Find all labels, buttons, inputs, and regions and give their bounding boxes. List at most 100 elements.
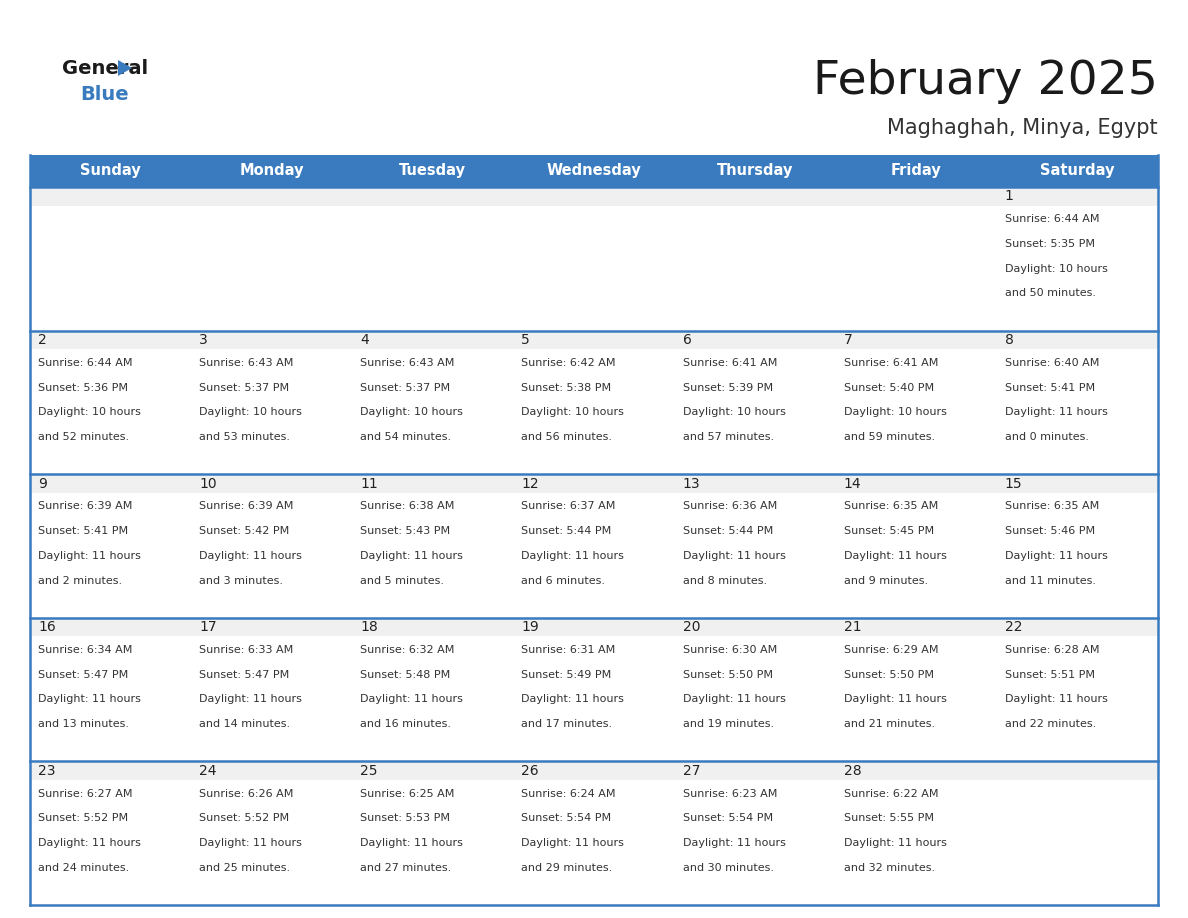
Text: 24: 24 [200, 764, 216, 778]
Text: Sunrise: 6:26 AM: Sunrise: 6:26 AM [200, 789, 293, 799]
Polygon shape [118, 60, 132, 76]
Text: 6: 6 [683, 333, 691, 347]
Text: Sunset: 5:40 PM: Sunset: 5:40 PM [843, 383, 934, 393]
Text: and 27 minutes.: and 27 minutes. [360, 863, 451, 873]
Text: Sunrise: 6:25 AM: Sunrise: 6:25 AM [360, 789, 455, 799]
Text: Sunset: 5:46 PM: Sunset: 5:46 PM [1005, 526, 1095, 536]
Text: Saturday: Saturday [1041, 163, 1114, 178]
Text: 7: 7 [843, 333, 853, 347]
Text: Sunset: 5:37 PM: Sunset: 5:37 PM [360, 383, 450, 393]
Bar [30, 636, 1158, 761]
Text: Sunset: 5:51 PM: Sunset: 5:51 PM [1005, 670, 1095, 679]
Text: 25: 25 [360, 764, 378, 778]
Text: and 50 minutes.: and 50 minutes. [1005, 288, 1095, 298]
Text: Sunset: 5:42 PM: Sunset: 5:42 PM [200, 526, 290, 536]
Text: Sunrise: 6:36 AM: Sunrise: 6:36 AM [683, 501, 777, 511]
Text: Sunrise: 6:43 AM: Sunrise: 6:43 AM [200, 358, 293, 368]
Text: February 2025: February 2025 [813, 60, 1158, 105]
Text: and 57 minutes.: and 57 minutes. [683, 432, 773, 442]
Text: 5: 5 [522, 333, 530, 347]
Text: 11: 11 [360, 476, 378, 490]
Text: Sunrise: 6:37 AM: Sunrise: 6:37 AM [522, 501, 615, 511]
Text: Sunset: 5:54 PM: Sunset: 5:54 PM [683, 813, 772, 823]
Text: Daylight: 11 hours: Daylight: 11 hours [1005, 408, 1107, 418]
Text: and 25 minutes.: and 25 minutes. [200, 863, 290, 873]
Text: Sunset: 5:47 PM: Sunset: 5:47 PM [200, 670, 290, 679]
Text: and 5 minutes.: and 5 minutes. [360, 576, 444, 586]
Text: Sunrise: 6:29 AM: Sunrise: 6:29 AM [843, 645, 939, 655]
Text: Daylight: 11 hours: Daylight: 11 hours [522, 694, 625, 704]
Text: Sunrise: 6:23 AM: Sunrise: 6:23 AM [683, 789, 777, 799]
Text: and 3 minutes.: and 3 minutes. [200, 576, 283, 586]
Text: and 22 minutes.: and 22 minutes. [1005, 719, 1097, 729]
Bar [30, 761, 1158, 780]
Text: Monday: Monday [240, 163, 304, 178]
Text: 21: 21 [843, 621, 861, 634]
Text: Sunset: 5:50 PM: Sunset: 5:50 PM [683, 670, 772, 679]
Text: Sunset: 5:35 PM: Sunset: 5:35 PM [1005, 239, 1095, 249]
Text: 13: 13 [683, 476, 700, 490]
Text: Sunset: 5:36 PM: Sunset: 5:36 PM [38, 383, 128, 393]
Text: Daylight: 11 hours: Daylight: 11 hours [843, 694, 947, 704]
Text: Daylight: 11 hours: Daylight: 11 hours [360, 551, 463, 561]
Text: Sunrise: 6:41 AM: Sunrise: 6:41 AM [843, 358, 939, 368]
Text: Sunset: 5:53 PM: Sunset: 5:53 PM [360, 813, 450, 823]
Text: 27: 27 [683, 764, 700, 778]
Text: Friday: Friday [891, 163, 942, 178]
Text: Wednesday: Wednesday [546, 163, 642, 178]
Text: Sunrise: 6:44 AM: Sunrise: 6:44 AM [1005, 214, 1099, 224]
Text: 23: 23 [38, 764, 56, 778]
Text: 18: 18 [360, 621, 378, 634]
Text: Daylight: 10 hours: Daylight: 10 hours [522, 408, 625, 418]
Text: Sunrise: 6:31 AM: Sunrise: 6:31 AM [522, 645, 615, 655]
Text: 22: 22 [1005, 621, 1023, 634]
Text: and 52 minutes.: and 52 minutes. [38, 432, 129, 442]
Text: Daylight: 11 hours: Daylight: 11 hours [843, 838, 947, 848]
Text: Sunrise: 6:38 AM: Sunrise: 6:38 AM [360, 501, 455, 511]
Text: Sunset: 5:47 PM: Sunset: 5:47 PM [38, 670, 128, 679]
Text: Sunset: 5:41 PM: Sunset: 5:41 PM [1005, 383, 1095, 393]
Text: Sunset: 5:41 PM: Sunset: 5:41 PM [38, 526, 128, 536]
Text: and 13 minutes.: and 13 minutes. [38, 719, 129, 729]
Text: 4: 4 [360, 333, 369, 347]
Text: and 53 minutes.: and 53 minutes. [200, 432, 290, 442]
Text: and 14 minutes.: and 14 minutes. [200, 719, 290, 729]
Text: Daylight: 11 hours: Daylight: 11 hours [200, 551, 302, 561]
Text: Daylight: 10 hours: Daylight: 10 hours [200, 408, 302, 418]
Text: 19: 19 [522, 621, 539, 634]
Text: Daylight: 11 hours: Daylight: 11 hours [683, 551, 785, 561]
Text: 3: 3 [200, 333, 208, 347]
Bar [30, 349, 1158, 475]
Text: Sunrise: 6:39 AM: Sunrise: 6:39 AM [38, 501, 132, 511]
Text: 12: 12 [522, 476, 539, 490]
Text: 20: 20 [683, 621, 700, 634]
Text: Daylight: 11 hours: Daylight: 11 hours [38, 551, 141, 561]
Text: 17: 17 [200, 621, 216, 634]
Text: Sunrise: 6:30 AM: Sunrise: 6:30 AM [683, 645, 777, 655]
Text: Sunset: 5:55 PM: Sunset: 5:55 PM [843, 813, 934, 823]
Text: Daylight: 11 hours: Daylight: 11 hours [1005, 694, 1107, 704]
Text: Blue: Blue [80, 84, 128, 104]
Text: Sunrise: 6:28 AM: Sunrise: 6:28 AM [1005, 645, 1099, 655]
Text: 26: 26 [522, 764, 539, 778]
Bar [30, 618, 1158, 636]
Text: 14: 14 [843, 476, 861, 490]
Text: Sunset: 5:52 PM: Sunset: 5:52 PM [38, 813, 128, 823]
Text: and 24 minutes.: and 24 minutes. [38, 863, 129, 873]
Text: Sunset: 5:44 PM: Sunset: 5:44 PM [522, 526, 612, 536]
Text: Sunset: 5:54 PM: Sunset: 5:54 PM [522, 813, 612, 823]
Text: Sunset: 5:39 PM: Sunset: 5:39 PM [683, 383, 772, 393]
Text: Daylight: 10 hours: Daylight: 10 hours [843, 408, 947, 418]
Text: 9: 9 [38, 476, 46, 490]
Text: Sunset: 5:45 PM: Sunset: 5:45 PM [843, 526, 934, 536]
Text: Sunset: 5:48 PM: Sunset: 5:48 PM [360, 670, 450, 679]
Text: and 56 minutes.: and 56 minutes. [522, 432, 613, 442]
Text: Sunrise: 6:44 AM: Sunrise: 6:44 AM [38, 358, 133, 368]
Text: Daylight: 10 hours: Daylight: 10 hours [38, 408, 141, 418]
Text: Sunset: 5:49 PM: Sunset: 5:49 PM [522, 670, 612, 679]
Text: 16: 16 [38, 621, 56, 634]
Text: Daylight: 11 hours: Daylight: 11 hours [683, 838, 785, 848]
Text: Sunrise: 6:32 AM: Sunrise: 6:32 AM [360, 645, 455, 655]
Bar [30, 780, 1158, 905]
Text: 15: 15 [1005, 476, 1023, 490]
